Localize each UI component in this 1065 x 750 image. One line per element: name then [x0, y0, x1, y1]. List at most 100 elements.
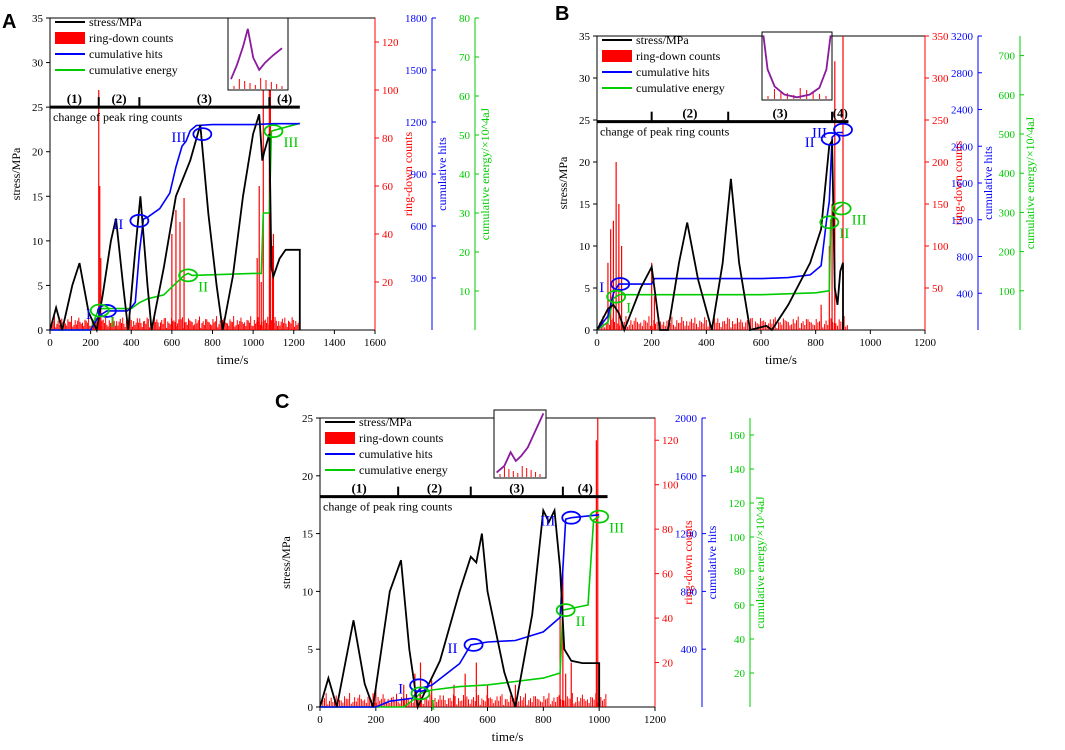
ring-tick-label: 40: [662, 613, 674, 625]
panel-a: A 0 5 10 15 20 25 30 35 stress/MPa 0 200 400 600 800 10…: [2, 11, 492, 367]
annotation-circle: [409, 678, 430, 693]
x-tick-label: 400: [123, 337, 140, 349]
stress-tick-label: 10: [579, 241, 591, 253]
hits-tick-label: 1200: [951, 215, 974, 227]
energy-tick-label: 20: [734, 668, 746, 680]
stress-tick-label: 25: [579, 115, 591, 127]
ring-tick-label: 20: [382, 277, 394, 289]
annotation-circle: [819, 215, 840, 230]
phase-label: (3): [509, 481, 524, 496]
legend-entry: cumulative energy: [89, 63, 178, 77]
x-tick-label: 1000: [859, 337, 882, 349]
legend-entry: cumulative energy: [359, 463, 448, 477]
hits-tick-label: 300: [411, 273, 428, 285]
hits-series: [596, 131, 843, 331]
stress-axis-label: stress/MPa: [279, 535, 293, 588]
annotation-label: I: [110, 315, 115, 331]
x-tick-label: 1400: [323, 337, 346, 349]
x-tick-label: 1200: [914, 337, 937, 349]
energy-tick-label: 400: [999, 168, 1016, 180]
panel-b: B 0 5 10 15 20 25 30 35 stress/MPa 0 200 400 600 800 10…: [555, 3, 1037, 367]
annotation-label: II: [576, 614, 586, 630]
energy-axis-label: cumulative energy/×10^4aJ: [1023, 116, 1037, 249]
legend-entry: ring-down counts: [636, 49, 721, 63]
panel-letter: B: [555, 3, 569, 25]
legend-entry: ring-down counts: [89, 31, 174, 45]
hits-tick-label: 400: [681, 644, 698, 656]
energy-tick-label: 300: [999, 207, 1016, 219]
energy-tick-label: 20: [459, 247, 471, 259]
energy-tick-label: 100: [729, 532, 746, 544]
x-tick-label: 0: [47, 337, 53, 349]
stress-tick-label: 25: [302, 413, 314, 425]
x-axis-label: time/s: [492, 729, 524, 744]
legend-entry: cumulative hits: [89, 47, 163, 61]
hits-tick-label: 2000: [675, 413, 698, 425]
annotation-label: III: [540, 514, 555, 530]
legend-entry: stress/MPa: [89, 15, 142, 29]
x-tick-label: 600: [164, 337, 181, 349]
stress-tick-label: 35: [32, 13, 44, 25]
legend-swatch-ring: [602, 50, 632, 62]
stress-series: [49, 114, 301, 334]
hits-tick-label: 1500: [405, 65, 428, 77]
inset-curve: [762, 35, 832, 99]
stress-tick-label: 30: [32, 58, 44, 70]
phase-label: (1): [351, 481, 366, 496]
energy-tick-label: 80: [734, 566, 746, 578]
panel-c: C 0 5 10 15 20 25 stress/MPa 0 200 400 600 800 1000 12…: [275, 391, 767, 744]
x-tick-label: 800: [535, 714, 552, 726]
ring-tick-label: 60: [662, 569, 674, 581]
stress-tick-label: 25: [32, 102, 44, 114]
x-tick-label: 200: [368, 714, 385, 726]
stress-tick-label: 0: [585, 325, 591, 337]
annotation-label: III: [852, 212, 867, 228]
ring-tick-label: 100: [932, 241, 949, 253]
x-tick-label: 1000: [242, 337, 265, 349]
ring-tick-label: 150: [932, 199, 949, 211]
annotation-circle: [463, 637, 484, 652]
hits-tick-label: 600: [411, 221, 428, 233]
annotation-label: III: [171, 130, 186, 146]
annotation-label: II: [113, 217, 123, 233]
annotation-circle: [178, 268, 199, 283]
phase-label: (3): [773, 106, 788, 121]
hits-tick-label: 1600: [675, 471, 698, 483]
ring-tick-label: 350: [932, 31, 949, 43]
ring-tick-label: 300: [932, 73, 949, 85]
ring-tick-label: 80: [382, 133, 394, 145]
annotation-label: II: [839, 226, 849, 242]
hits-series: [50, 122, 300, 331]
annotation-circle: [606, 289, 627, 304]
inset: [493, 409, 547, 479]
legend-entry: ring-down counts: [359, 431, 444, 445]
stress-tick-label: 5: [585, 283, 591, 295]
hits-axis-label: cumulative hits: [981, 146, 995, 220]
energy-tick-label: 500: [999, 129, 1016, 141]
stress-tick-label: 20: [579, 157, 591, 169]
energy-tick-label: 80: [459, 13, 471, 25]
ring-tick-label: 250: [932, 115, 949, 127]
hits-tick-label: 1200: [405, 117, 428, 129]
legend: stress/MPa ring-down counts cumulative hit…: [55, 15, 178, 77]
legend: stress/MPa ring-down counts cumulative hit…: [325, 415, 448, 477]
ring-axis-label: ring-down counts: [681, 520, 695, 605]
x-tick-label: 800: [807, 337, 824, 349]
inset-curve: [230, 28, 283, 80]
hits-tick-label: 1800: [405, 13, 428, 25]
energy-axis-label: cumulative energy/×10^4aJ: [753, 496, 767, 629]
ring-spikes: [51, 30, 300, 330]
phase-label: (1): [67, 91, 82, 106]
energy-tick-label: 160: [729, 430, 746, 442]
hits-tick-label: 400: [957, 288, 974, 300]
x-tick-label: 600: [479, 714, 496, 726]
ring-tick-label: 20: [662, 658, 674, 670]
annotation-label: I: [398, 681, 403, 697]
energy-tick-label: 60: [734, 600, 746, 612]
energy-tick-label: 30: [459, 208, 471, 220]
annotation-circle: [89, 303, 110, 318]
annotation-circle: [96, 304, 117, 318]
x-tick-label: 1200: [283, 337, 306, 349]
annotation-circle: [192, 127, 213, 142]
energy-tick-label: 200: [999, 247, 1016, 259]
